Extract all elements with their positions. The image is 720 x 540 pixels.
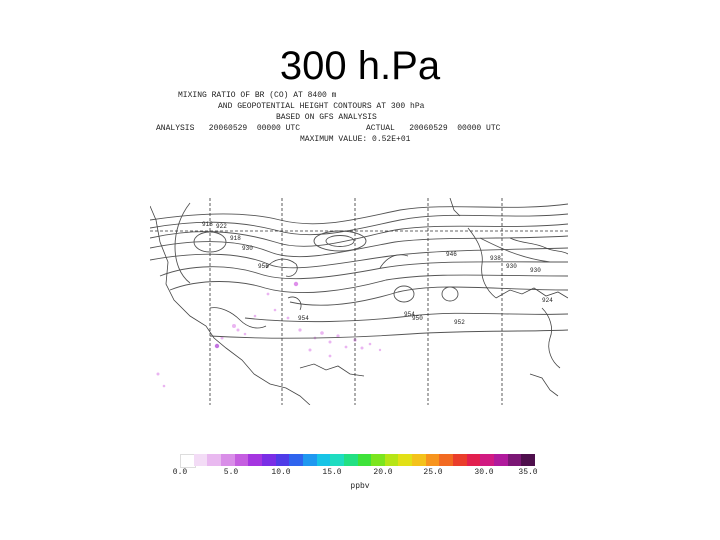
header-line-1: MIXING RATIO OF BR (CO) AT 8400 m bbox=[178, 91, 337, 100]
colorbar-cell bbox=[220, 454, 236, 466]
contour-label: 956 bbox=[258, 263, 269, 270]
header-max-value: MAXIMUM VALUE: 0.52E+01 bbox=[300, 135, 411, 144]
contour-label: 930 bbox=[506, 263, 517, 270]
contour-label-group: 918 922 918 930 956 954 950 954 952 946 … bbox=[202, 221, 553, 326]
colorbar-cell bbox=[193, 454, 208, 466]
coastlines bbox=[150, 198, 568, 405]
contour-label: 938 bbox=[490, 255, 501, 262]
contour-label: 918 bbox=[202, 221, 213, 228]
colorbar-cell bbox=[480, 454, 495, 466]
colorbar-cell bbox=[316, 454, 331, 466]
height-contours bbox=[150, 202, 568, 339]
colorbar-tick-label: 25.0 bbox=[423, 468, 443, 477]
colorbar-cell bbox=[234, 454, 249, 466]
colorbar-cell bbox=[343, 454, 358, 466]
contour-label: 950 bbox=[412, 315, 423, 322]
colorbar-cell bbox=[494, 454, 509, 466]
contour-label: 922 bbox=[216, 223, 227, 230]
header-line-3: BASED ON GFS ANALYSIS bbox=[276, 113, 377, 122]
colorbar-tick-label: 20.0 bbox=[373, 468, 393, 477]
colorbar-cell bbox=[302, 454, 318, 466]
colorbar-tick-labels: 0.0 5.0 10.0 15.0 20.0 25.0 30.0 35.0 bbox=[173, 468, 538, 480]
contour-label: 918 bbox=[230, 235, 241, 242]
colorbar-cell bbox=[289, 454, 304, 466]
map-panel: 918 922 918 930 956 954 950 954 952 946 … bbox=[150, 198, 568, 405]
graticule bbox=[150, 198, 568, 405]
colorbar-cell bbox=[398, 454, 413, 466]
colorbar-cell bbox=[507, 454, 522, 466]
colorbar-cell bbox=[453, 454, 468, 466]
colorbar-cell bbox=[275, 454, 290, 466]
colorbar-tick-label: 35.0 bbox=[518, 468, 538, 477]
contour-label: 930 bbox=[242, 245, 253, 252]
colorbar-cell bbox=[384, 454, 399, 466]
colorbar-cell bbox=[357, 454, 372, 466]
colorbar-tick-label: 30.0 bbox=[474, 468, 494, 477]
colorbar-cell bbox=[330, 454, 345, 466]
contour-label: 946 bbox=[446, 251, 457, 258]
contour-label: 930 bbox=[530, 267, 541, 274]
contour-label: 924 bbox=[542, 297, 553, 304]
contour-label: 954 bbox=[404, 311, 415, 318]
colorbar-cell bbox=[412, 454, 427, 466]
colorbar-cell bbox=[371, 454, 386, 466]
map-svg: 918 922 918 930 956 954 950 954 952 946 … bbox=[150, 198, 568, 405]
colorbar-tick-label: 15.0 bbox=[322, 468, 342, 477]
colorbar-cell bbox=[466, 454, 481, 466]
colorbar-units: ppbv bbox=[350, 482, 370, 491]
colorbar-cell bbox=[248, 454, 263, 466]
colorbar bbox=[180, 454, 536, 468]
colorbar-cell bbox=[425, 454, 440, 466]
colorbar-cell bbox=[207, 454, 222, 466]
header-actual: ACTUAL 20060529 00000 UTC bbox=[366, 124, 501, 133]
slide-title: 300 h.Pa bbox=[279, 44, 441, 88]
header-analysis: ANALYSIS 20060529 00000 UTC bbox=[156, 124, 301, 133]
colorbar-cell bbox=[439, 454, 454, 466]
header-line-2: AND GEOPOTENTIAL HEIGHT CONTOURS AT 300 … bbox=[218, 102, 425, 111]
colorbar-tick-label: 0.0 bbox=[172, 468, 188, 477]
tracer-field bbox=[156, 281, 382, 388]
colorbar-tick-label: 5.0 bbox=[223, 468, 239, 477]
colorbar-cell bbox=[261, 454, 277, 466]
colorbar-tick-label: 10.0 bbox=[271, 468, 291, 477]
contour-label: 952 bbox=[454, 319, 465, 326]
colorbar-cell bbox=[521, 454, 536, 466]
contour-label: 954 bbox=[298, 315, 309, 322]
